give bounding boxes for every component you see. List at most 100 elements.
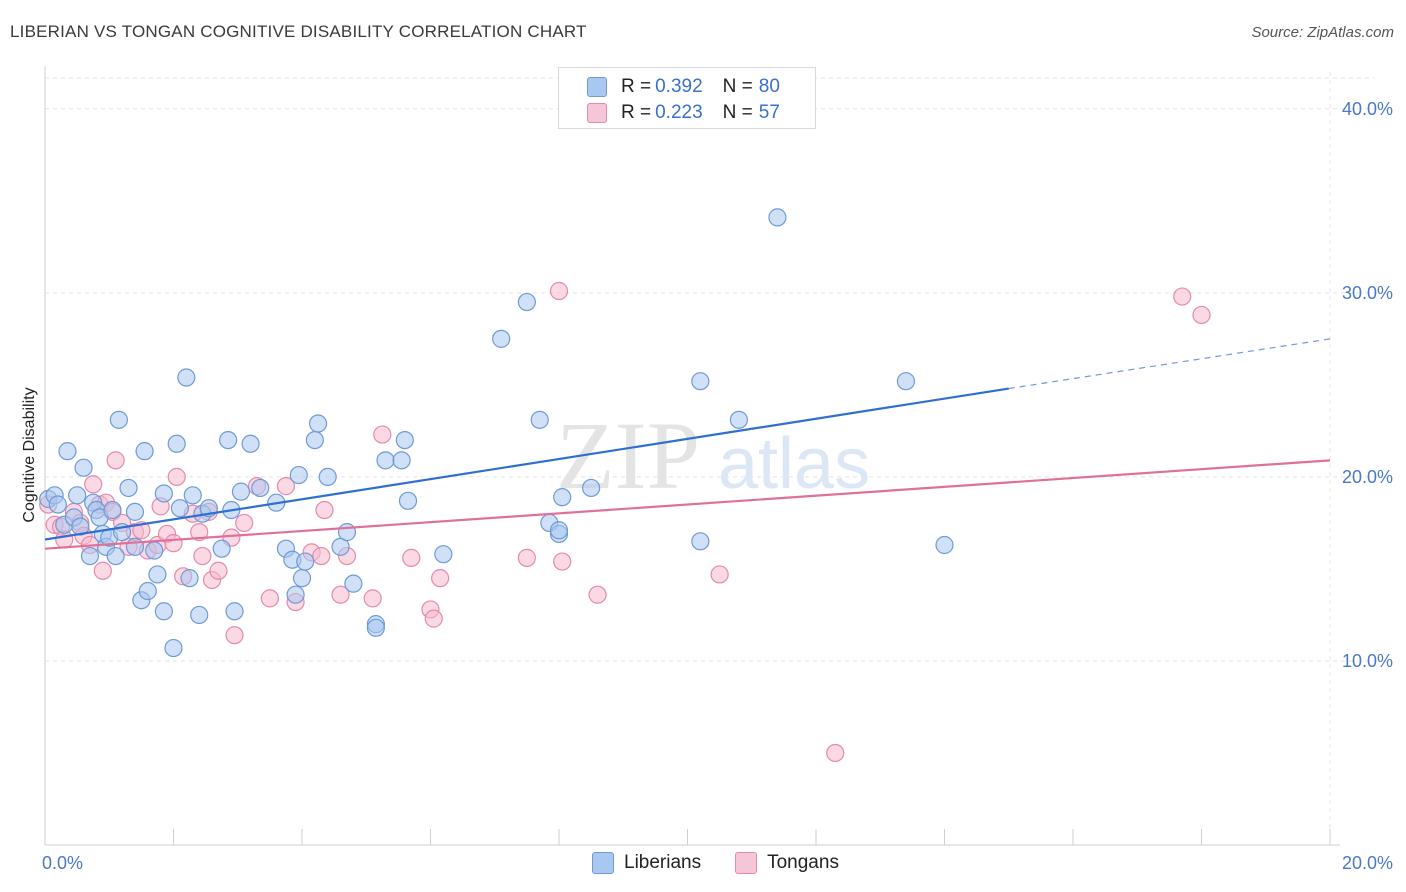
liberians-point — [305, 430, 324, 450]
liberians-point — [344, 574, 363, 593]
liberians-point — [167, 434, 186, 453]
liberians-point — [231, 482, 251, 501]
watermark-atlas: atlas — [718, 424, 870, 504]
y-tick-label: 10.0% — [1342, 651, 1393, 671]
liberians-point — [395, 430, 414, 450]
liberians-point — [119, 478, 138, 498]
tongans-point — [373, 425, 392, 444]
liberians-point — [135, 442, 154, 461]
liberians-trend-extension — [1008, 338, 1331, 390]
chart-title: LIBERIAN VS TONGAN COGNITIVE DISABILITY … — [10, 22, 587, 41]
tongans-point — [402, 548, 421, 567]
liberians-point — [71, 517, 90, 536]
tongans-r-label: R = — [621, 102, 652, 123]
liberians-point — [106, 546, 125, 566]
liberians-point — [582, 478, 601, 498]
liberians-point — [180, 569, 199, 588]
tongans-point — [93, 561, 112, 580]
tongans-trend-line — [44, 459, 1331, 550]
tongans-point — [225, 626, 244, 645]
liberians-point — [896, 372, 916, 391]
x-tick-label: 0.0% — [42, 853, 83, 873]
liberians-point — [366, 618, 385, 637]
liberians-legend-label: Liberians — [624, 852, 702, 873]
liberians-point — [177, 368, 196, 387]
tongans-point — [549, 281, 569, 301]
liberians-point — [251, 478, 270, 498]
tongans-point — [209, 561, 228, 580]
tongans-point — [424, 609, 443, 628]
tongans-point — [84, 475, 103, 494]
tongans-point — [190, 523, 209, 542]
tongans-point — [553, 552, 572, 571]
tongans-r-value: 0.223 — [655, 102, 703, 123]
liberians-point — [154, 484, 173, 503]
liberians-point — [219, 430, 238, 450]
series-legend-liberians: Liberians — [592, 852, 701, 874]
liberians-point — [145, 541, 164, 560]
liberians-point — [109, 410, 128, 429]
y-tick-label: 40.0% — [1342, 99, 1393, 119]
liberians-point — [286, 585, 305, 604]
tongans-point — [106, 451, 125, 470]
tongans-point — [260, 589, 279, 608]
liberians-point — [318, 467, 337, 487]
tongans-n-value: 57 — [758, 102, 780, 123]
liberians-point — [308, 414, 328, 433]
tongans-point — [431, 569, 450, 588]
liberians-swatch — [587, 77, 607, 97]
liberians-point — [212, 539, 231, 558]
liberians-n-label: N = — [722, 76, 753, 97]
tongans-point — [312, 546, 331, 566]
tongans-point — [517, 548, 536, 567]
liberians-point — [154, 602, 173, 621]
liberians-point — [553, 488, 572, 507]
tongans-point — [710, 565, 729, 584]
tick-labels: 10.0% 20.0% 30.0% 40.0% 0.0% 20.0% — [42, 99, 1393, 873]
tongans-point — [826, 743, 845, 763]
liberians-point — [492, 329, 511, 348]
series-legend-tongans: Tongans — [735, 852, 839, 874]
liberians-point — [376, 451, 395, 470]
liberians-point — [768, 208, 787, 227]
liberians-point — [74, 458, 93, 477]
tongans-point — [193, 546, 212, 566]
liberians-trend-line — [44, 387, 1009, 541]
liberians-point — [125, 537, 145, 556]
liberians-point — [190, 605, 209, 625]
x-tick-label: 20.0% — [1342, 853, 1393, 873]
legend-row-tongans: R = 0.223 N = 57 — [587, 101, 780, 125]
tongans-point — [588, 585, 607, 604]
liberians-point — [729, 410, 749, 429]
liberians-r-value: 0.392 — [655, 76, 703, 97]
liberians-point — [241, 434, 260, 453]
tongans-point — [315, 500, 334, 520]
tongans-point — [1173, 287, 1192, 306]
liberians-point — [392, 451, 411, 470]
tongans-legend-swatch — [735, 852, 758, 874]
liberians-point — [691, 532, 710, 551]
y-tick-label: 30.0% — [1342, 283, 1393, 303]
tongans-swatch — [587, 103, 607, 123]
chart-source: Source: ZipAtlas.com — [1251, 24, 1394, 41]
liberians-point — [296, 552, 315, 571]
liberians-points — [39, 208, 954, 658]
tongans-point — [164, 534, 183, 553]
tongans-points — [39, 281, 1211, 763]
tongans-n-label: N = — [722, 102, 753, 123]
liberians-point — [530, 410, 549, 429]
tongans-point — [167, 467, 186, 487]
liberians-legend-swatch — [592, 852, 614, 874]
tongans-point — [235, 513, 254, 533]
liberians-point — [48, 495, 67, 514]
y-axis-label: Cognitive Disability — [21, 387, 38, 522]
liberians-point — [80, 546, 100, 566]
liberians-point — [58, 442, 77, 461]
liberians-point — [691, 372, 710, 391]
liberians-point — [289, 465, 308, 485]
liberians-point — [398, 491, 418, 510]
y-tick-label: 20.0% — [1342, 467, 1393, 487]
tongans-point — [276, 477, 296, 496]
liberians-point — [164, 638, 183, 658]
